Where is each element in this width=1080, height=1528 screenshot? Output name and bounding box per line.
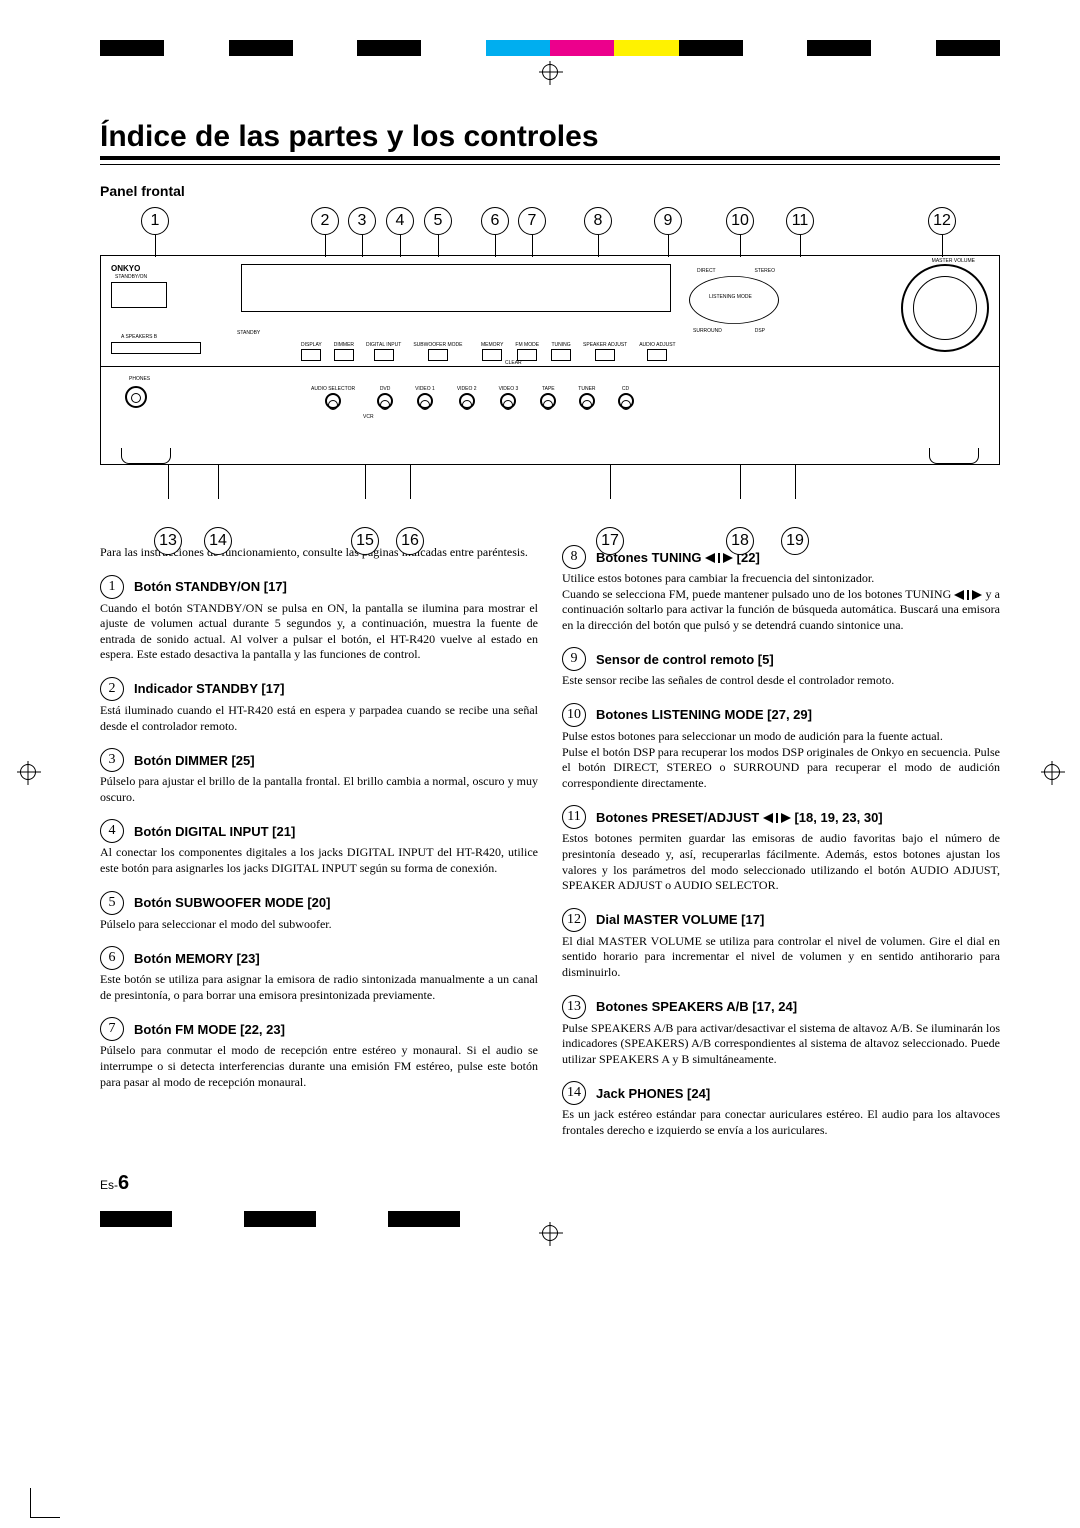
item-body: El dial MASTER VOLUME se utiliza para co… [562,934,1000,981]
item-number-13: 13 [562,995,586,1019]
item-2: 2 Indicador STANDBY [17] Está iluminado cu… [100,677,538,734]
callout-5: 5 [424,207,452,235]
registration-mark-left [20,764,36,780]
item-body: Este botón se utiliza para asignar la em… [100,972,538,1003]
callout-12: 12 [928,207,956,235]
item-title: Dial MASTER VOLUME [17] [596,912,764,927]
crop-corner [30,1488,60,1518]
item-title: Botones SPEAKERS A/B [17, 24] [596,999,797,1014]
right-column: 8Botones TUNING [22]Utilice estos botone… [562,545,1000,1152]
item-title: Botones PRESET/ADJUST [18, 19, 23, 30] [596,810,883,825]
callout-9: 9 [654,207,682,235]
item-number-12: 12 [562,908,586,932]
item-title: Botón DIMMER [25] [134,753,255,768]
registration-mark-right [1044,764,1060,780]
item-body: Utilice estos botones para cambiar la fr… [562,571,1000,633]
page-number: Es-6 [100,1172,1000,1195]
callout-18: 18 [726,527,754,555]
item-14: 14 Jack PHONES [24] Es un jack estéreo est… [562,1081,1000,1138]
item-number-14: 14 [562,1081,586,1105]
item-body: Estos botones permiten guardar las emiso… [562,831,1000,893]
item-body: Púlselo para seleccionar el modo del sub… [100,917,538,933]
callout-14: 14 [204,527,232,555]
item-1: 1 Botón STANDBY/ON [17] Cuando el botón ST… [100,575,538,663]
item-title: Jack PHONES [24] [596,1086,710,1101]
item-12: 12 Dial MASTER VOLUME [17] El dial MASTER … [562,908,1000,981]
callout-6: 6 [481,207,509,235]
item-7: 7 Botón FM MODE [22, 23] Púlselo para conm… [100,1017,538,1090]
foot-right [929,448,979,464]
item-title: Botón FM MODE [22, 23] [134,1022,285,1037]
item-number-5: 5 [100,891,124,915]
item-4: 4 Botón DIGITAL INPUT [21] Al conectar los… [100,819,538,876]
item-number-8: 8 [562,545,586,569]
speakers-ab [111,342,201,354]
page-title: Índice de las partes y los controles [100,120,1000,160]
item-body: Este sensor recibe las señales de contro… [562,673,1000,689]
front-panel-diagram: 123456789101112 ONKYO STANDBY/ON STANDBY… [100,207,1000,527]
item-number-7: 7 [100,1017,124,1041]
callout-17: 17 [596,527,624,555]
callout-1: 1 [141,207,169,235]
left-column: Para las instrucciones de funcionamiento… [100,545,538,1152]
callout-2: 2 [311,207,339,235]
item-3: 3 Botón DIMMER [25] Púlselo para ajustar e… [100,748,538,805]
master-volume-knob [901,264,989,352]
section-label: Panel frontal [100,183,1000,199]
item-9: 9 Sensor de control remoto [5] Este sensor… [562,647,1000,689]
registration-mark-top [100,64,1000,80]
item-body: Púlselo para ajustar el brillo de la pan… [100,774,538,805]
item-body: Está iluminado cuando el HT-R420 está en… [100,703,538,734]
item-number-11: 11 [562,805,586,829]
item-number-1: 1 [100,575,124,599]
foot-left [121,448,171,464]
item-10: 10 Botones LISTENING MODE [27, 29] Pulse e… [562,703,1000,791]
item-body: Es un jack estéreo estándar para conecta… [562,1107,1000,1138]
item-6: 6 Botón MEMORY [23] Este botón se utiliza … [100,946,538,1003]
item-number-9: 9 [562,647,586,671]
callout-19: 19 [781,527,809,555]
callout-4: 4 [386,207,414,235]
item-number-2: 2 [100,677,124,701]
item-title: Botón SUBWOOFER MODE [20] [134,895,330,910]
item-title: Indicador STANDBY [17] [134,681,284,696]
callout-10: 10 [726,207,754,235]
callout-7: 7 [518,207,546,235]
item-title: Botón STANDBY/ON [17] [134,579,287,594]
item-number-3: 3 [100,748,124,772]
item-11: 11 Botones PRESET/ADJUST [18, 19, 23, 30]… [562,805,1000,893]
item-5: 5 Botón SUBWOOFER MODE [20] Púlselo para s… [100,891,538,933]
callout-15: 15 [351,527,379,555]
brand-logo: ONKYO [111,264,140,273]
item-13: 13 Botones SPEAKERS A/B [17, 24] Pulse SPE… [562,995,1000,1068]
callout-3: 3 [348,207,376,235]
phones-jack [125,386,147,413]
callout-11: 11 [786,207,814,235]
item-title: Botón MEMORY [23] [134,951,260,966]
item-title: Botón DIGITAL INPUT [21] [134,824,295,839]
item-8: 8Botones TUNING [22]Utilice estos botone… [562,545,1000,633]
callout-8: 8 [584,207,612,235]
item-body: Pulse SPEAKERS A/B para activar/desactiv… [562,1021,1000,1068]
receiver-panel: ONKYO STANDBY/ON STANDBY DIRECT STEREO L… [100,255,1000,465]
lcd-display [241,264,671,312]
callout-13: 13 [154,527,182,555]
registration-mark-bottom [100,1225,1000,1241]
calibration-bar-top [100,40,1000,56]
callout-16: 16 [396,527,424,555]
standby-button [111,282,167,308]
item-title: Sensor de control remoto [5] [596,652,774,667]
item-number-10: 10 [562,703,586,727]
item-number-4: 4 [100,819,124,843]
title-rule [100,164,1000,165]
item-body: Púlselo para conmutar el modo de recepci… [100,1043,538,1090]
item-title: Botones LISTENING MODE [27, 29] [596,707,812,722]
item-body: Al conectar los componentes digitales a … [100,845,538,876]
item-number-6: 6 [100,946,124,970]
item-body: Cuando el botón STANDBY/ON se pulsa en O… [100,601,538,663]
item-body: Pulse estos botones para seleccionar un … [562,729,1000,791]
